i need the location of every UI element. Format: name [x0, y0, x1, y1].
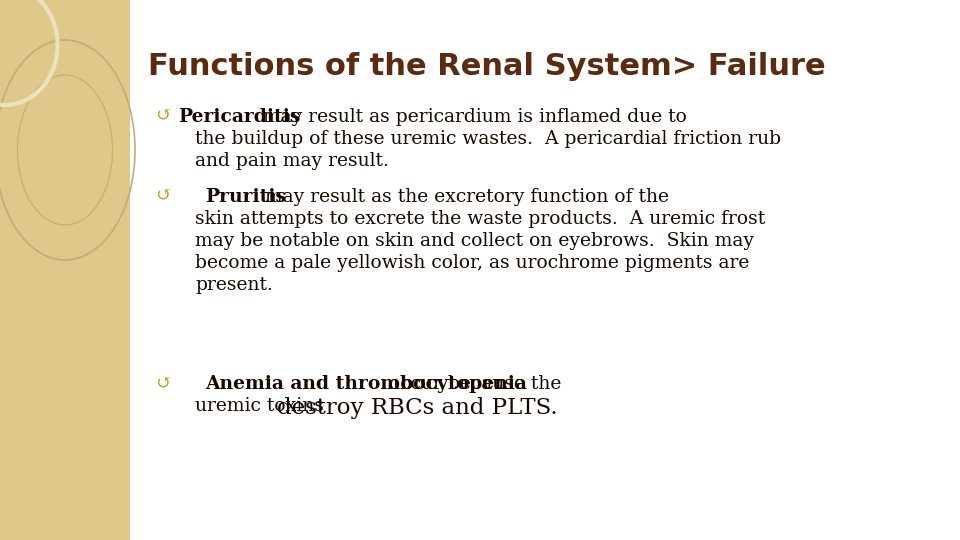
- Text: skin attempts to excrete the waste products.  A uremic frost: skin attempts to excrete the waste produ…: [195, 210, 765, 228]
- Text: and pain may result.: and pain may result.: [195, 152, 389, 170]
- Text: ↺: ↺: [155, 108, 172, 126]
- Text: destroy RBCs and PLTS.: destroy RBCs and PLTS.: [277, 397, 558, 419]
- Text: ↺: ↺: [155, 188, 172, 206]
- Text: become a pale yellowish color, as urochrome pigments are: become a pale yellowish color, as urochr…: [195, 254, 750, 272]
- Text: may result as the excretory function of the: may result as the excretory function of …: [259, 188, 669, 206]
- Text: Functions of the Renal System> Failure: Functions of the Renal System> Failure: [148, 52, 826, 81]
- Text: the buildup of these uremic wastes.  A pericardial friction rub: the buildup of these uremic wastes. A pe…: [195, 130, 781, 148]
- Text: present.: present.: [195, 276, 273, 294]
- Text: ↺: ↺: [155, 375, 172, 393]
- Bar: [0, 0, 130, 540]
- Text: may result as pericardium is inflamed due to: may result as pericardium is inflamed du…: [257, 108, 686, 126]
- Text: occur because the: occur because the: [383, 375, 562, 393]
- Text: uremic toxins: uremic toxins: [195, 397, 330, 415]
- Text: Pruritis: Pruritis: [205, 188, 286, 206]
- Text: Anemia and thrombocytopenia: Anemia and thrombocytopenia: [205, 375, 527, 393]
- Text: may be notable on skin and collect on eyebrows.  Skin may: may be notable on skin and collect on ey…: [195, 232, 754, 250]
- Text: Pericarditis: Pericarditis: [178, 108, 300, 126]
